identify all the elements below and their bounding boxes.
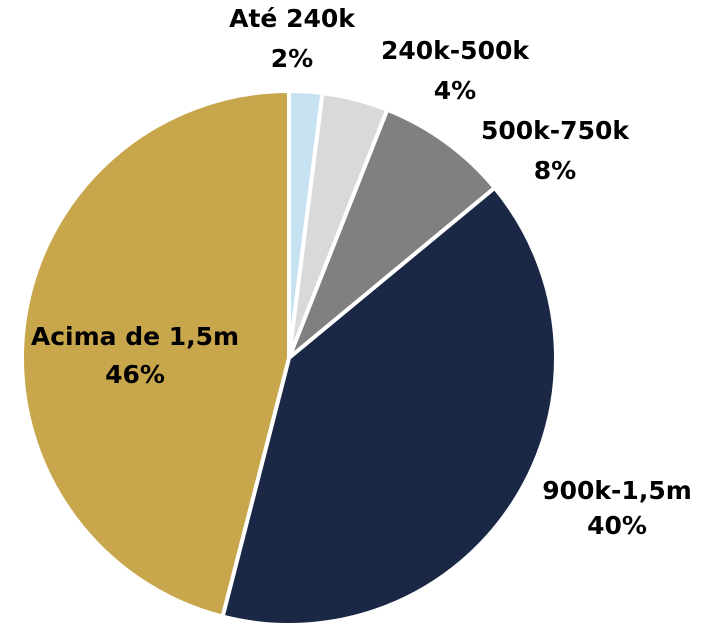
slice-value-label: 46% [105,360,165,389]
slice-value-label: 4% [434,76,476,105]
pie-slice [19,89,291,619]
slice-label: 500k-750k [481,116,630,145]
slice-label: Até 240k [229,4,356,33]
slice-label: Acima de 1,5m [31,322,239,351]
pie-slice [287,107,497,360]
slice-label: 240k-500k [381,36,530,65]
slice-label: 900k-1,5m [542,476,692,505]
slice-value-label: 8% [534,156,576,185]
slice-value-label: 2% [271,44,313,73]
slice-value-label: 40% [587,511,647,540]
